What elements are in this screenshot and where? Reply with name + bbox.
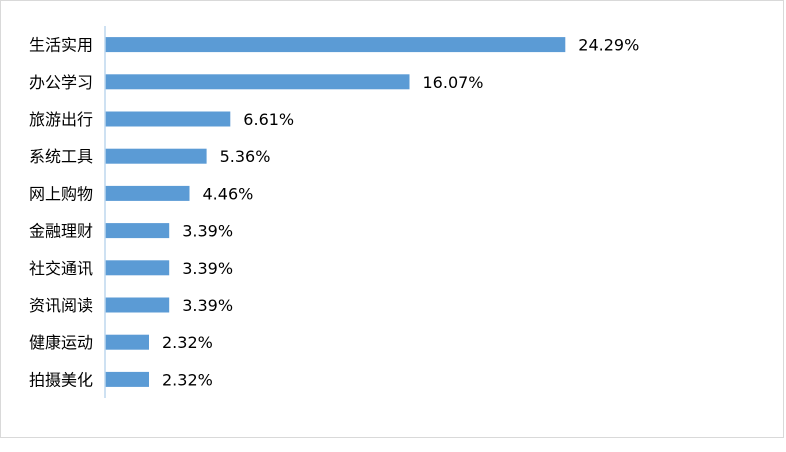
bar <box>105 37 566 53</box>
value-label: 16.07% <box>423 73 484 92</box>
category-label: 系统工具 <box>29 147 93 166</box>
value-labels: 24.29% 16.07% 6.61% 5.36% 4.46% 3.39% 3.39% 3.3… <box>162 36 639 390</box>
value-label: 24.29% <box>578 36 639 55</box>
value-label: 6.61% <box>243 110 294 129</box>
value-label: 2.32% <box>162 370 213 389</box>
chart-frame <box>0 0 784 438</box>
category-label: 资讯阅读 <box>29 296 93 315</box>
category-label: 金融理财 <box>29 222 93 241</box>
category-label: 拍摄美化 <box>29 370 93 389</box>
bars-layer <box>105 37 566 387</box>
value-label: 5.36% <box>220 147 271 166</box>
value-label: 2.32% <box>162 333 213 352</box>
bar <box>105 260 170 276</box>
value-label: 4.46% <box>203 184 254 203</box>
category-label: 健康运动 <box>29 333 93 352</box>
bar <box>105 111 231 127</box>
bar <box>105 185 190 201</box>
category-label: 社交通讯 <box>29 259 93 278</box>
category-label: 生活实用 <box>29 36 93 55</box>
value-label: 3.39% <box>182 222 233 241</box>
bar <box>105 334 149 350</box>
value-label: 3.39% <box>182 296 233 315</box>
bar <box>105 74 410 90</box>
value-label: 3.39% <box>182 259 233 278</box>
bar <box>105 148 207 164</box>
category-label: 办公学习 <box>29 73 93 92</box>
bar <box>105 297 170 313</box>
category-label: 网上购物 <box>29 184 93 203</box>
bar <box>105 223 170 239</box>
bar <box>105 371 149 387</box>
category-label: 旅游出行 <box>29 110 93 129</box>
